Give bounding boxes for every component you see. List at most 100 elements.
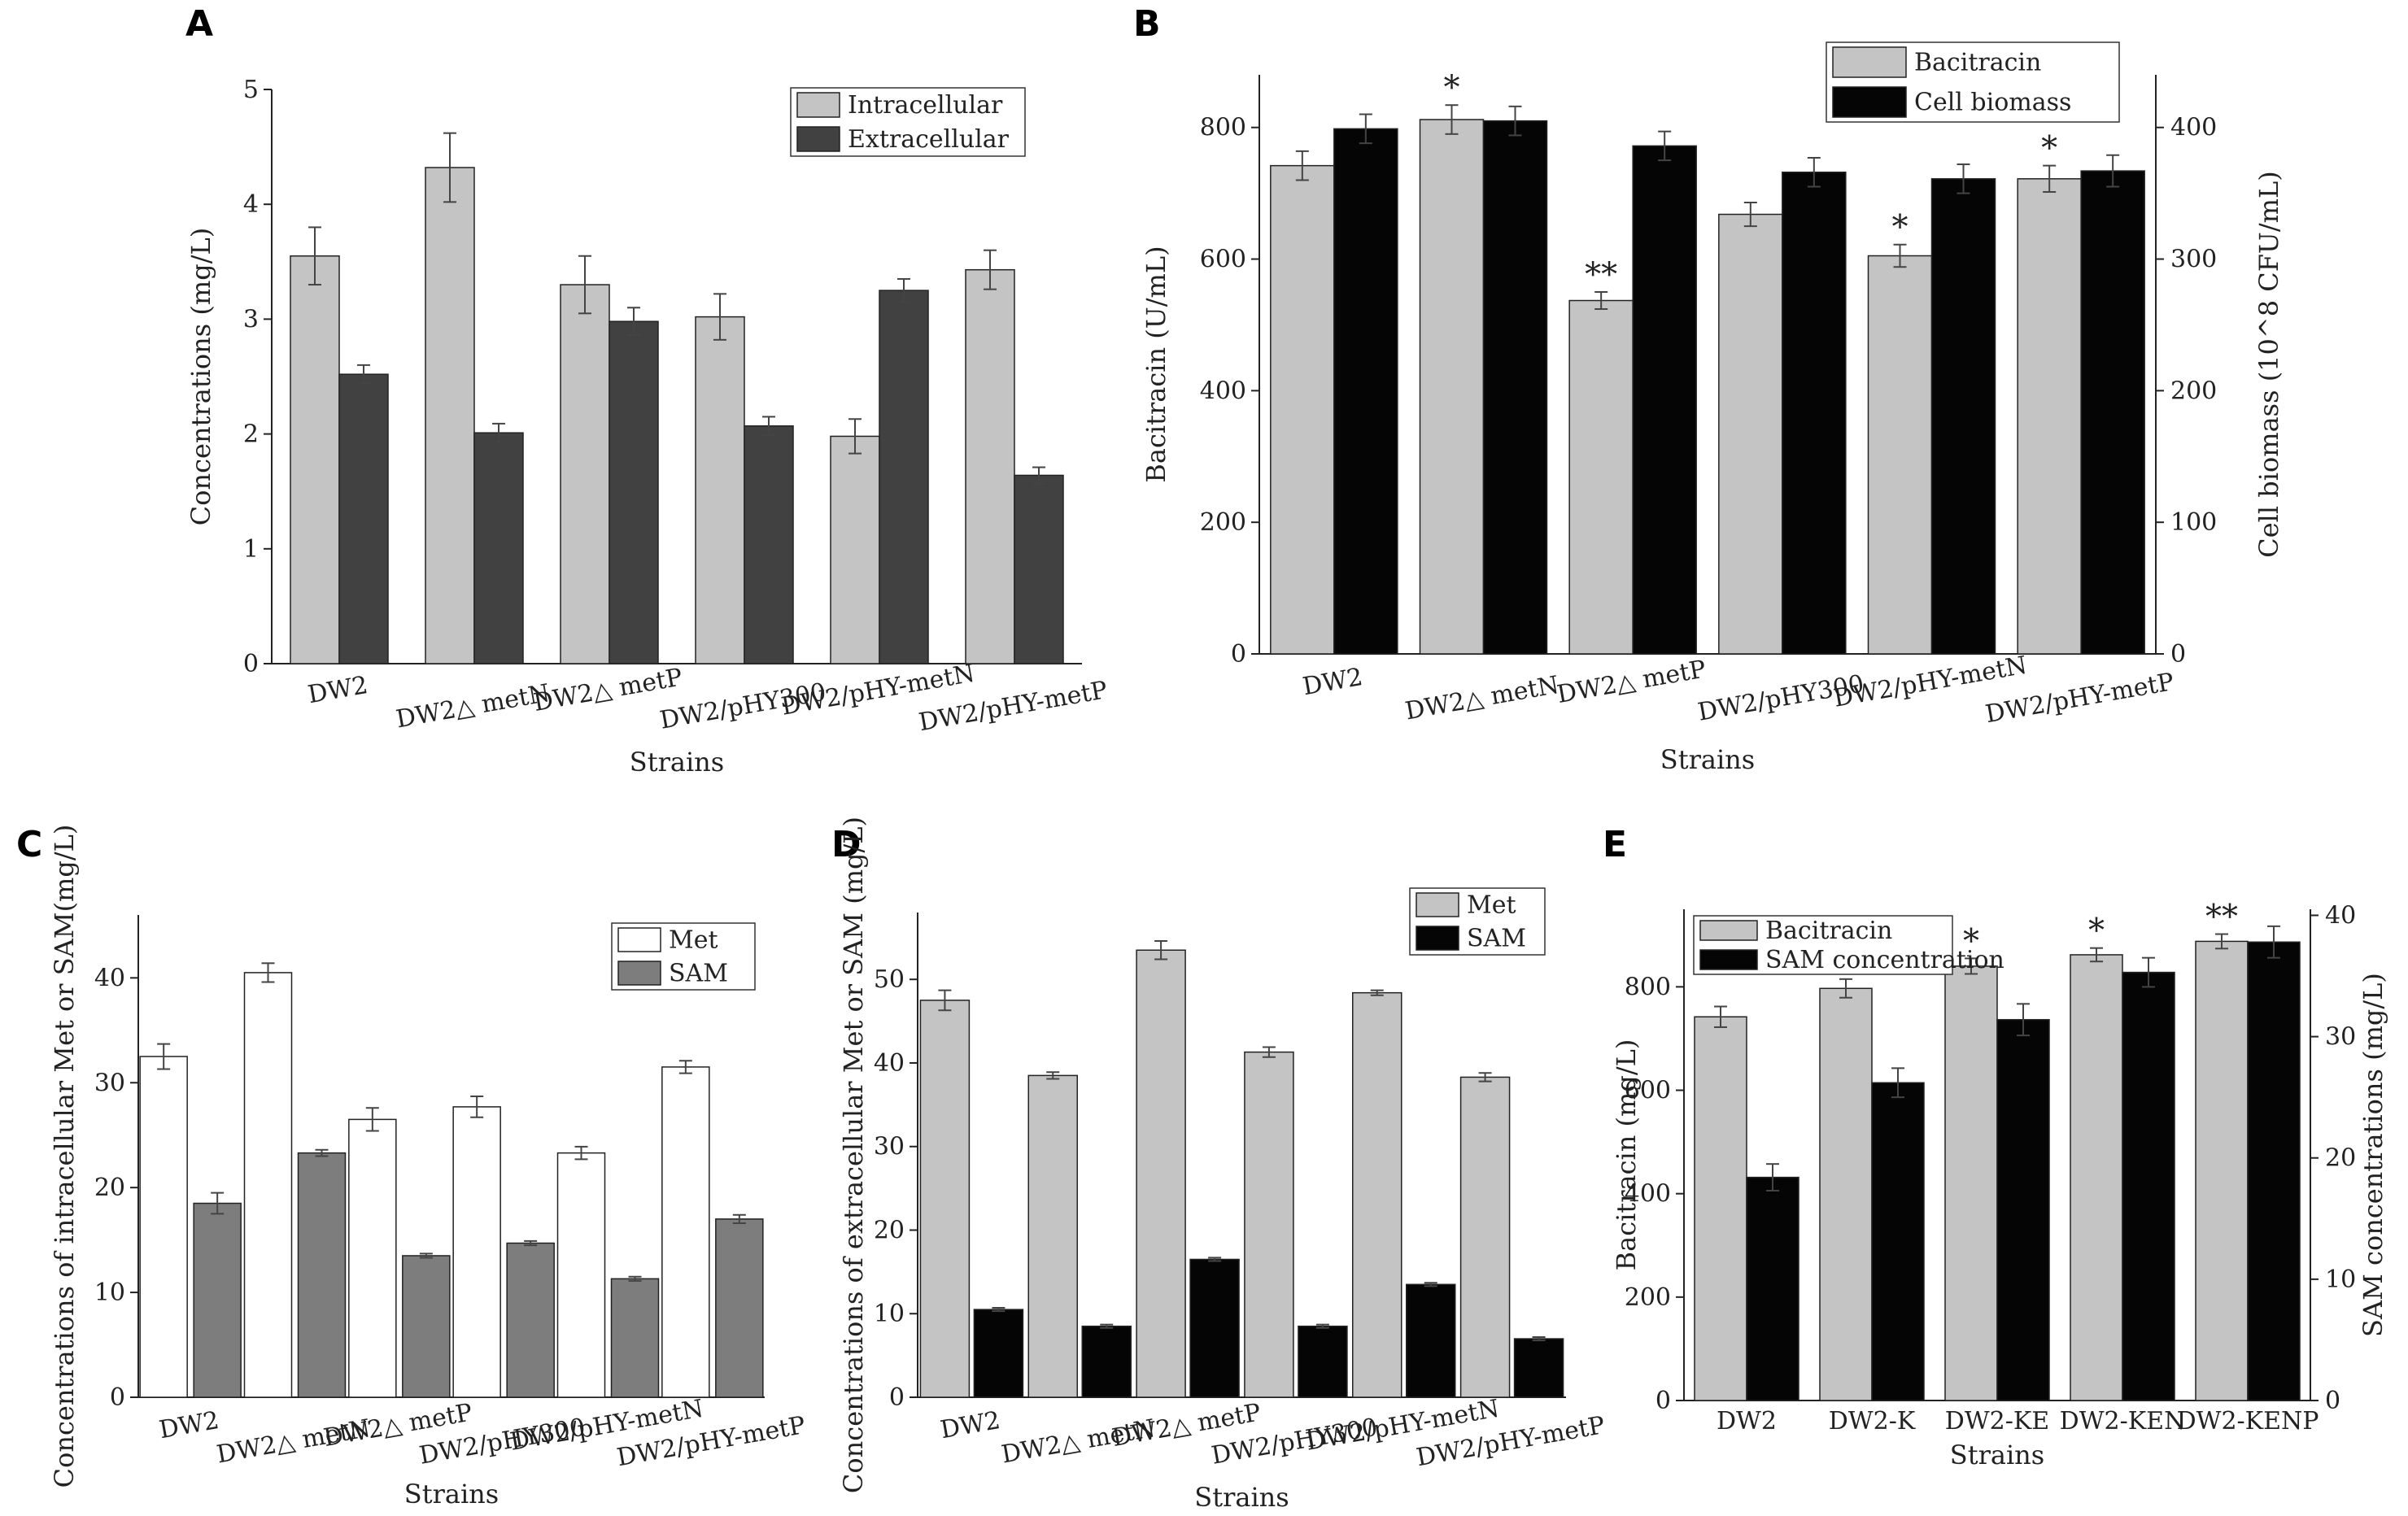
bar-sam-concentration — [1871, 1082, 1925, 1401]
y-tick-label: 10 — [94, 1279, 125, 1307]
bar-extracellular — [1014, 474, 1064, 664]
x-axis-title: Strains — [1194, 1482, 1289, 1513]
y-tick-label: 400 — [1200, 377, 1246, 405]
bar-extracellular — [744, 425, 794, 664]
y-tick-label: 50 — [874, 965, 905, 994]
bar-bacitracin — [2195, 940, 2249, 1401]
bar-met — [139, 1056, 188, 1398]
bar-bacitracin — [1867, 255, 1933, 655]
legend-label: SAM — [1467, 925, 1526, 953]
bar-sam-concentration — [1746, 1176, 1799, 1401]
bar-sam — [506, 1242, 555, 1398]
y-right-tick-label: 400 — [2170, 114, 2217, 142]
significance-marker: * — [1963, 922, 1979, 960]
legend-label: Cell biomass — [1914, 89, 2071, 117]
chart-e: 0 200 400 600 800 0 10 20 30 40 DW2 DW2-K DW2-KE DW2-… — [1611, 899, 2388, 1470]
y-axis-title: Bacitracin (mg/L) — [1611, 1039, 1642, 1271]
bar-bacitracin — [1694, 1016, 1747, 1401]
panel-label-b: B — [1133, 3, 1161, 45]
bar-intracellular — [425, 167, 475, 664]
bar-met — [1027, 1074, 1078, 1398]
bar-intracellular — [290, 255, 340, 664]
legend-label: Met — [669, 926, 718, 955]
legend-label: SAM concentration — [1765, 946, 2004, 974]
y-tick-label: 0 — [889, 1383, 905, 1412]
bar-cell-biomass — [1930, 178, 1996, 655]
x-axis-title: Strains — [1950, 1440, 2044, 1470]
x-tick-label: DW2△ metN — [1403, 671, 1561, 726]
panel-label-e: E — [1603, 824, 1627, 865]
y-tick-label: 200 — [1200, 508, 1246, 537]
y-axis-title: Concentrations (mg/L) — [185, 228, 216, 525]
y-tick-label: 30 — [94, 1069, 125, 1097]
legend-label: Intracellular — [848, 91, 1003, 120]
x-tick-label: DW2-KEN — [2060, 1407, 2186, 1435]
y-right-tick-label: 20 — [2325, 1144, 2356, 1173]
significance-marker: * — [2088, 913, 2105, 950]
significance-marker: * — [1444, 69, 1460, 107]
bar-met — [1136, 949, 1186, 1398]
y-tick-label: 800 — [1200, 114, 1246, 142]
legend-swatch — [1699, 949, 1758, 970]
bar-sam — [1298, 1325, 1348, 1398]
x-tick-label: DW2 — [1301, 663, 1365, 701]
bar-cell-biomass — [1333, 128, 1398, 655]
x-tick-label: DW2-K — [1829, 1407, 1916, 1435]
y-axis-title: Concentrations of extracellular Met or S… — [838, 817, 869, 1493]
legend-label: Bacitracin — [1914, 49, 2041, 77]
bar-sam — [1081, 1325, 1132, 1398]
x-tick-label: DW2-KENP — [2177, 1407, 2319, 1435]
y-right-tick-label: 10 — [2325, 1266, 2356, 1294]
bar-sam — [1406, 1283, 1456, 1398]
bar-sam-concentration — [1996, 1018, 2050, 1401]
bar-met — [1459, 1076, 1511, 1398]
bar-sam — [1513, 1338, 1564, 1398]
x-tick-label: DW2△ metN — [394, 679, 552, 734]
x-tick-label: DW2 — [306, 671, 370, 709]
y-tick-label: 20 — [874, 1216, 905, 1244]
y-right-tick-label: 100 — [2170, 508, 2217, 537]
bar-met — [243, 972, 293, 1398]
x-tick-label: DW2-KE — [1945, 1407, 2049, 1435]
y-tick-label: 1 — [243, 535, 259, 564]
significance-marker: ** — [1585, 256, 1617, 294]
legend-swatch — [796, 126, 840, 152]
y-tick-label: 0 — [243, 650, 259, 678]
y-tick-label: 600 — [1625, 1077, 1671, 1105]
bar-bacitracin — [1568, 299, 1634, 655]
bar-intracellular — [695, 316, 745, 664]
bar-cell-biomass — [1782, 171, 1847, 655]
y-tick-label: 4 — [243, 190, 259, 219]
y-tick-label: 0 — [110, 1383, 125, 1412]
y-right-tick-label: 30 — [2325, 1023, 2356, 1052]
bar-extracellular — [879, 290, 929, 664]
bar-extracellular — [609, 320, 659, 664]
bar-bacitracin — [1944, 965, 1998, 1401]
bar-cell-biomass — [2080, 170, 2145, 655]
bar-met — [452, 1106, 501, 1398]
legend: Intracellular Extracellular — [790, 87, 1026, 157]
panel-label-d: D — [831, 824, 862, 865]
legend-label: Met — [1467, 891, 1516, 920]
x-axis-title: Strains — [404, 1479, 499, 1509]
y-tick-label: 2 — [243, 420, 259, 449]
y-tick-label: 40 — [874, 1049, 905, 1078]
bar-bacitracin — [1419, 119, 1485, 655]
bar-sam-concentration — [2122, 971, 2175, 1401]
legend-swatch — [617, 927, 661, 952]
y-tick-label: 5 — [243, 76, 259, 104]
bar-sam — [610, 1278, 660, 1398]
y-tick-label: 0 — [1656, 1387, 1671, 1415]
legend: Met SAM — [611, 922, 756, 991]
y-right-tick-label: 0 — [2325, 1387, 2340, 1415]
bar-met — [919, 1000, 971, 1398]
bar-bacitracin — [2070, 954, 2123, 1401]
bar-met — [1352, 991, 1402, 1398]
legend-label: Extracellular — [848, 125, 1010, 154]
y-right-tick-label: 300 — [2170, 246, 2217, 274]
y-tick-label: 200 — [1625, 1283, 1671, 1312]
bar-met — [661, 1066, 710, 1398]
